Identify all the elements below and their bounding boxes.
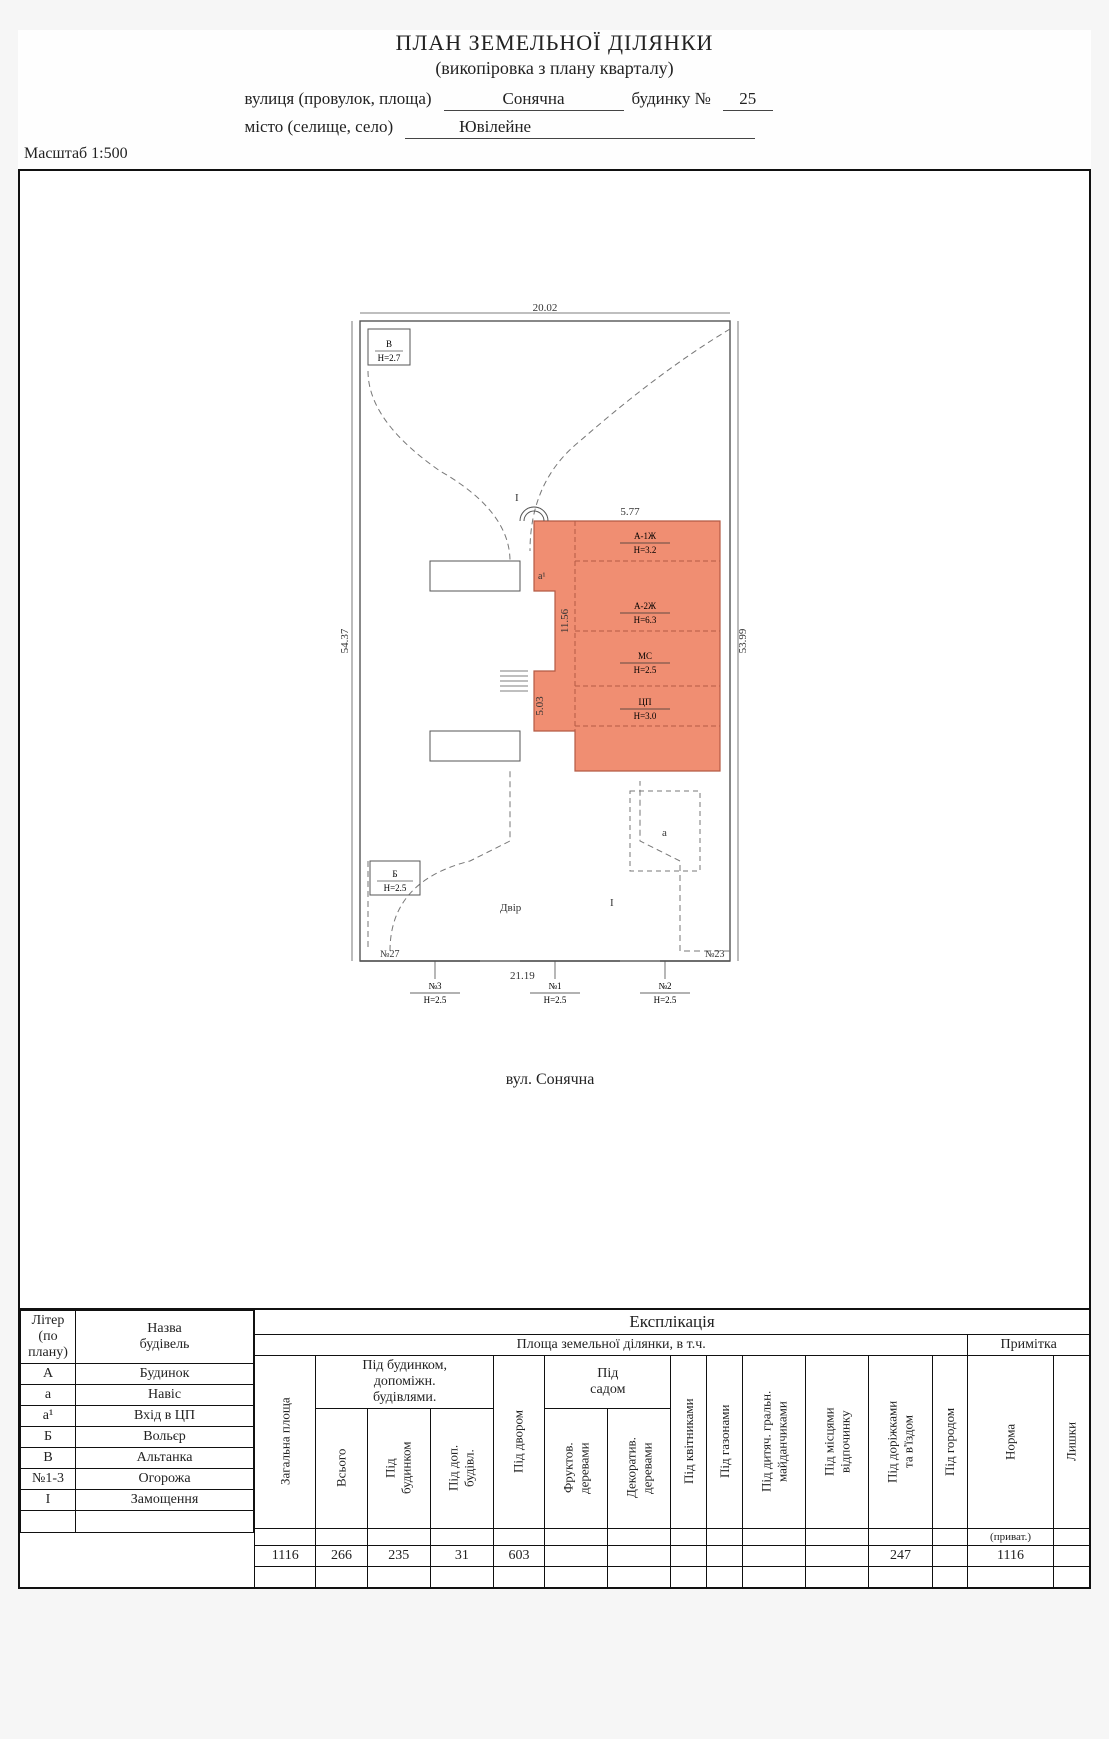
fence-n2: №2 Н=2.5: [640, 961, 690, 1005]
page-title: ПЛАН ЗЕМЕЛЬНОЇ ДІЛЯНКИ: [18, 30, 1091, 56]
title-block: ПЛАН ЗЕМЕЛЬНОЇ ДІЛЯНКИ (викопіровка з пл…: [18, 30, 1091, 79]
fence-n3: №3 Н=2.5: [410, 961, 460, 1005]
house-no: 25: [723, 89, 773, 111]
privat-label: (приват.): [968, 1528, 1053, 1545]
page-subtitle: (викопіровка з плану кварталу): [18, 58, 1091, 79]
svg-text:А-1Ж: А-1Ж: [634, 531, 657, 541]
street-value: Сонячна: [444, 89, 624, 111]
gate-left: №27: [380, 949, 400, 960]
svg-text:№3: №3: [428, 981, 442, 991]
expl-title: Експлікація: [255, 1309, 1090, 1335]
stairs-icon: [500, 671, 528, 691]
dim-bldg-left: 11.56: [559, 608, 571, 633]
dim-top: 20.02: [533, 302, 558, 314]
bolyer-top: Б: [392, 869, 397, 879]
dim-right: 53.99: [737, 628, 749, 653]
col-total: Загальна площа: [255, 1355, 316, 1528]
svg-text:Н=2.5: Н=2.5: [544, 995, 567, 1005]
col-underbldg: Під будинком,допоміжн.будівлями.: [316, 1355, 493, 1408]
form-lines: вулиця (провулок, площа) Сонячна будинку…: [245, 89, 865, 139]
fence-n1: №1 Н=2.5: [530, 961, 580, 1005]
col-garden: Підсадом: [545, 1355, 671, 1408]
val-total: 1116: [255, 1545, 316, 1566]
building-shape: [534, 521, 720, 771]
scale-label: Масштаб 1:500: [24, 145, 1091, 163]
mark-a1: а¹: [538, 571, 545, 582]
gate-right: №23: [705, 949, 725, 960]
name-a: Будинок: [76, 1363, 254, 1384]
drawing-frame: 20.02 54.37 53.99 В Н=2.7 Двір І: [18, 169, 1091, 1589]
svg-text:Н=3.0: Н=3.0: [634, 711, 657, 721]
altanka-h: Н=2.7: [378, 353, 401, 363]
altanka-top: В: [386, 339, 392, 349]
liter-a-lc: а: [21, 1384, 76, 1405]
explication-table: Літер(поплану) Назвабудівель АБудинок аН…: [18, 1308, 1091, 1590]
val-all: 266: [316, 1545, 367, 1566]
val-norm: 1116: [968, 1545, 1053, 1566]
mark-a: а: [662, 827, 667, 839]
svg-text:Н=3.2: Н=3.2: [634, 545, 657, 555]
dim-bldg-top: 5.77: [620, 506, 640, 518]
mark-i-1: І: [610, 897, 614, 909]
val-road: 247: [869, 1545, 932, 1566]
street-caption: вул. Сонячна: [320, 1071, 780, 1089]
dim-left: 54.37: [339, 628, 351, 653]
plan-drawing: 20.02 54.37 53.99 В Н=2.7 Двір І: [320, 301, 780, 1051]
remark-title: Примітка: [968, 1334, 1090, 1355]
city-label: місто (селище, село): [245, 117, 394, 137]
dim-bottom: 21.19: [510, 970, 535, 982]
yard-label: Двір: [500, 902, 522, 914]
city-value: Ювілейне: [405, 117, 585, 139]
val-aux: 31: [430, 1545, 493, 1566]
svg-text:Н=2.5: Н=2.5: [424, 995, 447, 1005]
area-title: Площа земельної ділянки, в т.ч.: [255, 1334, 968, 1355]
svg-text:Н=6.3: Н=6.3: [634, 615, 657, 625]
svg-text:А-2Ж: А-2Ж: [634, 601, 657, 611]
svg-text:Н=2.5: Н=2.5: [654, 995, 677, 1005]
svg-text:ЦП: ЦП: [639, 697, 652, 707]
liter-a: А: [21, 1363, 76, 1384]
col-name: Назвабудівель: [76, 1310, 254, 1363]
val-yard: 603: [493, 1545, 544, 1566]
city-tail: [585, 117, 755, 139]
val-main: 235: [367, 1545, 430, 1566]
svg-text:Н=2.5: Н=2.5: [634, 665, 657, 675]
street-label: вулиця (провулок, площа): [245, 89, 432, 109]
col-liter: Літер(поплану): [21, 1310, 76, 1363]
dim-bldg-small: 5.03: [534, 696, 546, 716]
mark-i-2: І: [515, 492, 519, 504]
house-label: будинку №: [632, 89, 711, 109]
svg-text:№2: №2: [658, 981, 671, 991]
svg-text:№1: №1: [548, 981, 561, 991]
bolyer-h: Н=2.5: [384, 883, 407, 893]
svg-text:МС: МС: [638, 651, 652, 661]
